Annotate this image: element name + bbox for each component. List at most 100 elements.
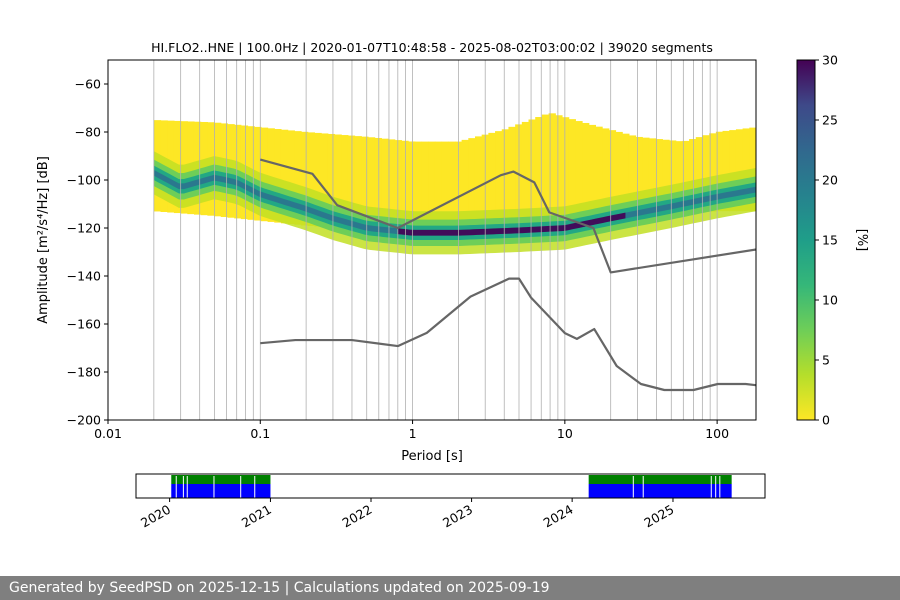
psd-spread-cell — [267, 128, 275, 222]
colorbar-tick-label: 30 — [822, 53, 838, 68]
timeline-bars — [171, 475, 732, 498]
coverage-bar-green — [588, 475, 732, 484]
psd-spread-cell — [461, 139, 469, 233]
psd-spread-cell — [615, 131, 623, 221]
psd-spread-cell — [408, 141, 416, 233]
psd-spread-cell — [675, 141, 683, 215]
psd-spread-cell — [722, 130, 730, 212]
timeline-tick-label: 2024 — [541, 502, 576, 531]
psd-spread-cell — [287, 130, 295, 225]
timeline-tick-label: 2023 — [440, 502, 475, 531]
psd-spread-cell — [394, 140, 402, 233]
footer-bar: Generated by SeedPSD on 2025-12-15 | Cal… — [0, 576, 900, 600]
x-tick-label: 0.1 — [250, 426, 270, 441]
y-tick-label: −140 — [67, 269, 101, 284]
y-tick-label: −160 — [67, 317, 101, 332]
psd-spread-cell — [528, 119, 536, 232]
psd-spread-cell — [388, 139, 396, 232]
psd-spread-cell — [441, 141, 449, 233]
psd-spread-cell — [608, 130, 617, 222]
psd-spread-cell — [294, 131, 302, 225]
psd-spread-cell — [354, 136, 362, 230]
psd-spread-cell — [428, 141, 436, 233]
x-tick-label: 1 — [409, 426, 417, 441]
timeline-frame — [135, 473, 766, 499]
timeline-tick-label: 2021 — [239, 502, 274, 531]
psd-spread-cell — [735, 129, 744, 212]
psd-spread-cell — [274, 129, 282, 223]
colorbar-tick-label: 15 — [822, 233, 838, 248]
psd-spread-cell — [508, 126, 516, 233]
psd-spread-cell — [414, 141, 423, 233]
psd-spread-cell — [421, 141, 429, 233]
psd-spread-cell — [555, 115, 563, 229]
psd-spread-cell — [341, 135, 349, 229]
psd-spread-cell — [474, 136, 483, 233]
psd-spread-cell — [501, 129, 510, 233]
colorbar-label: [%] — [854, 229, 869, 252]
timeline-ticks: 2020 2021 2022 2023 2024 2025 — [138, 498, 676, 531]
psd-spread-cell — [535, 117, 543, 232]
psd-spread-cell — [695, 137, 704, 213]
psd-spread-cell — [635, 136, 643, 219]
psd-spread-cell — [301, 131, 309, 226]
series-nhnm — [259, 158, 756, 274]
x-axis-ticks: 0.01 0.1 1 10 100 — [94, 420, 729, 441]
psd-spread-cell — [468, 138, 476, 233]
psd-spread-cell — [568, 119, 576, 227]
psd-spread-cell — [582, 122, 590, 225]
colorbar-tick-label: 5 — [822, 353, 830, 368]
y-tick-label: −60 — [75, 77, 101, 92]
colorbar-tick-label: 0 — [822, 413, 830, 428]
psd-spread-cell — [367, 137, 376, 231]
timeline-tick-label: 2022 — [339, 502, 374, 531]
psd-spread-cell — [401, 140, 409, 233]
noise-model-curves — [259, 158, 756, 392]
psd-spread-cell — [682, 140, 690, 214]
y-tick-label: −200 — [67, 413, 101, 428]
psd-spread-cell — [662, 139, 670, 216]
psd-spread-cell — [448, 141, 456, 233]
y-tick-label: −80 — [75, 125, 101, 140]
grid-lines — [153, 60, 718, 420]
psd-spread-cell — [361, 136, 369, 231]
psd-figure: HI.FLO2..HNE | 100.0Hz | 2020-01-07T10:4… — [36, 40, 869, 531]
psd-spread-cell — [642, 137, 650, 218]
psd-spread-cell — [648, 138, 657, 217]
colorbar-tick-label: 10 — [822, 293, 838, 308]
psd-spread-cell — [434, 141, 443, 233]
psd-spread-cell — [702, 135, 710, 212]
coverage-bar-green — [171, 475, 271, 484]
psd-spread-cell — [669, 140, 677, 215]
colorbar-ticks: 0 5 10 15 20 25 30 — [815, 53, 838, 428]
y-tick-label: −120 — [67, 221, 101, 236]
psd-spread-cell — [334, 134, 342, 229]
psd-spread-cell — [548, 113, 556, 231]
colorbar-tick-label: 20 — [822, 173, 838, 188]
psd-band-peak — [397, 212, 626, 236]
psd-spread-cell — [622, 133, 630, 220]
y-axis-ticks: −200 −180 −160 −140 −120 −100 −80 −60 — [67, 77, 108, 428]
psd-spread-cell — [602, 128, 610, 222]
series-nlnm — [260, 277, 756, 392]
x-tick-label: 10 — [557, 426, 573, 441]
coverage-bar-blue — [588, 484, 732, 498]
colorbar: 0 5 10 15 20 25 30 [%] — [796, 53, 869, 428]
psd-spread-cell — [381, 138, 389, 232]
y-tick-label: −180 — [67, 365, 101, 380]
y-axis-label: Amplitude [m²/s⁴/Hz] [dB] — [36, 156, 51, 324]
coverage-bar-blue — [171, 484, 271, 498]
psd-spread-cell — [689, 139, 697, 213]
psd-spread-cell — [321, 133, 329, 228]
footer-text: Generated by SeedPSD on 2025-12-15 | Cal… — [9, 580, 550, 596]
psd-spread-cell — [729, 130, 737, 212]
chart-title: HI.FLO2..HNE | 100.0Hz | 2020-01-07T10:4… — [151, 40, 713, 55]
psd-spread-cell — [715, 131, 724, 212]
psd-spread-cell — [327, 133, 336, 228]
psd-spread-cell — [307, 132, 316, 226]
plot-frame — [107, 59, 757, 421]
colorbar-gradient — [796, 59, 816, 421]
psd-spread-cell — [495, 131, 503, 233]
psd-spread-cell — [628, 135, 637, 219]
colorbar-tick-label: 25 — [822, 113, 838, 128]
